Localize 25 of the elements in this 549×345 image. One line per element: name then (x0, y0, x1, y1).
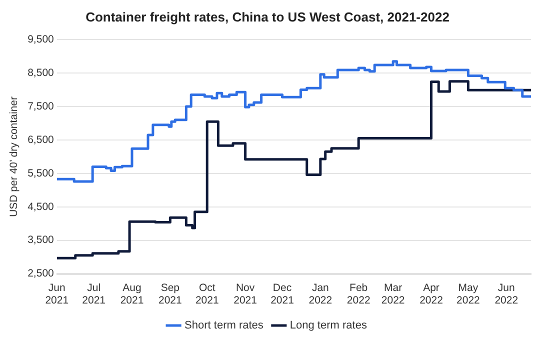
y-tick-label: 6,500 (28, 134, 54, 146)
y-tick-label: 7,500 (28, 100, 54, 112)
x-tick-label: Jan 2022 (308, 282, 332, 307)
x-tick-label: Feb 2022 (346, 282, 370, 307)
x-tick-label: Sep 2021 (158, 282, 182, 307)
y-axis-title: USD per 40’ dry container (8, 96, 20, 217)
x-tick-label: Jun 2021 (45, 282, 69, 307)
y-tick-label: 4,500 (28, 200, 54, 213)
x-tick-label: Nov 2021 (234, 282, 258, 307)
y-tick-label: 2,500 (28, 268, 54, 280)
x-tick-label: Mar 2022 (381, 282, 405, 307)
y-tick-label: 8,500 (28, 66, 54, 79)
y-tick-label: 5,500 (28, 167, 54, 180)
legend-label: Short term rates (184, 320, 264, 332)
x-tick-label: Oct 2021 (195, 282, 219, 307)
y-tick-label: 9,500 (28, 33, 54, 46)
chart-title: Container freight rates, China to US West Coast, 2021-2022 (86, 9, 450, 24)
x-tick-label: Aug 2021 (120, 282, 144, 307)
y-tick-label: 3,500 (28, 234, 54, 246)
x-tick-label: May 2022 (456, 282, 480, 307)
x-tick-label: Jul 2021 (82, 282, 106, 307)
x-tick-label: Apr 2022 (420, 282, 444, 307)
x-tick-label: Dec 2021 (270, 282, 294, 307)
x-tick-label: Jun 2022 (494, 282, 518, 307)
legend-label: Long term rates (290, 320, 368, 332)
